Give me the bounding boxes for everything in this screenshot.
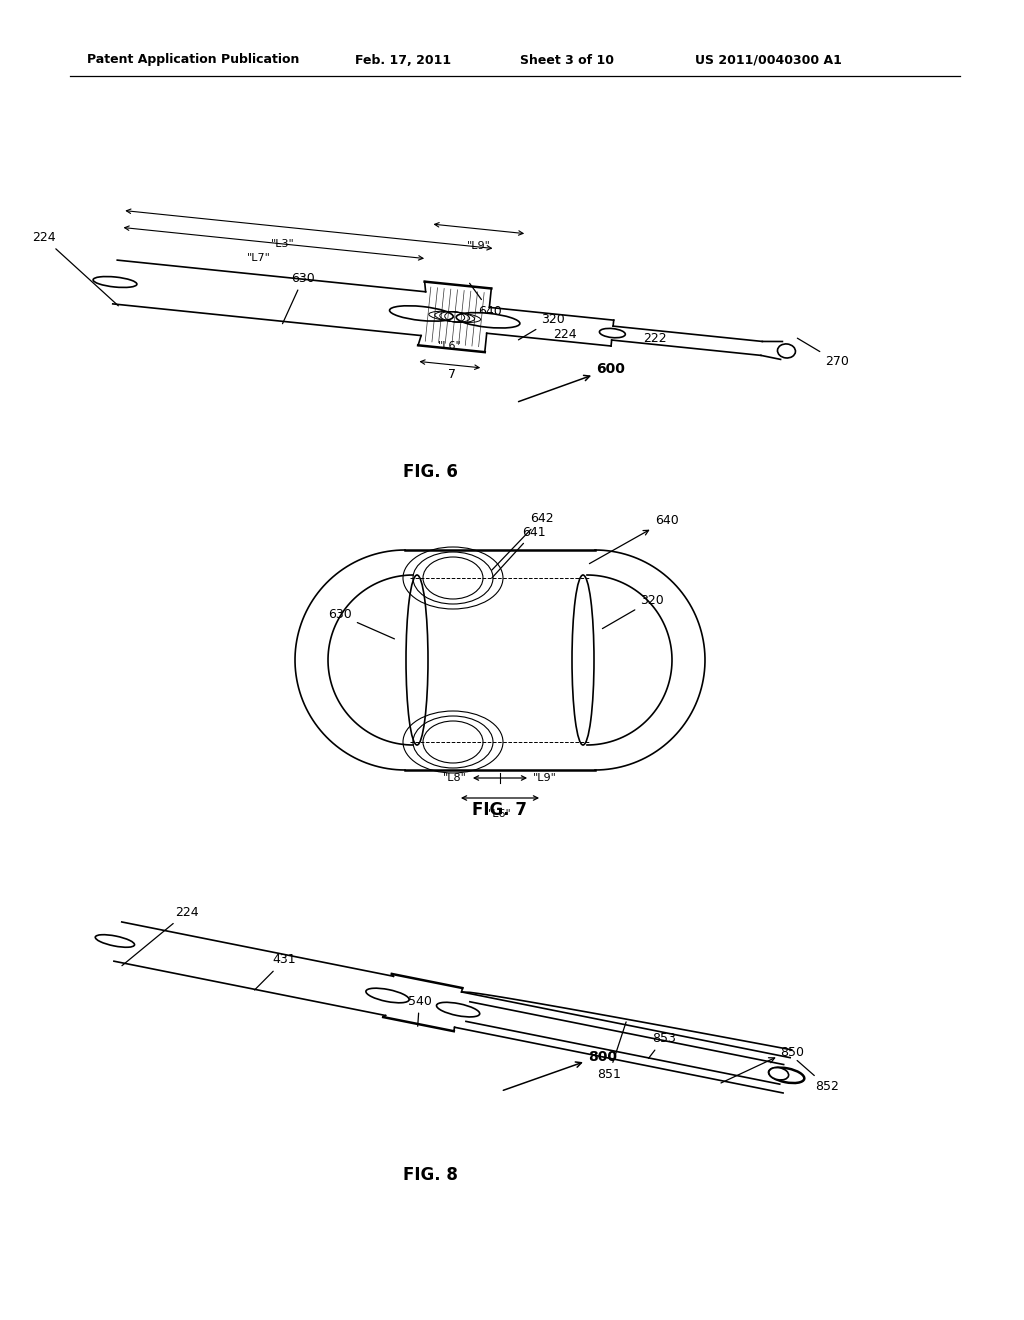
Text: FIG. 6: FIG. 6 (402, 463, 458, 480)
Text: "L8": "L8" (443, 774, 467, 783)
Text: 540: 540 (408, 994, 431, 1026)
Text: "L9": "L9" (467, 240, 490, 251)
Ellipse shape (95, 935, 134, 948)
Ellipse shape (93, 277, 137, 288)
Ellipse shape (406, 576, 428, 744)
Text: US 2011/0040300 A1: US 2011/0040300 A1 (695, 54, 842, 66)
Text: 640: 640 (590, 513, 679, 564)
Text: 852: 852 (797, 1060, 839, 1093)
Text: 7: 7 (449, 368, 456, 380)
Text: Patent Application Publication: Patent Application Publication (87, 54, 299, 66)
Ellipse shape (436, 1002, 479, 1016)
Text: 851: 851 (597, 1022, 626, 1081)
Text: "L6": "L6" (438, 341, 462, 351)
Ellipse shape (366, 989, 410, 1003)
Text: 431: 431 (255, 953, 296, 990)
Ellipse shape (769, 1068, 788, 1080)
Text: 641: 641 (492, 525, 546, 578)
Ellipse shape (457, 313, 520, 327)
Text: "L3": "L3" (271, 239, 295, 249)
Text: 320: 320 (602, 594, 664, 628)
Text: 320: 320 (518, 313, 565, 339)
Ellipse shape (572, 576, 594, 744)
Text: 850: 850 (780, 1045, 805, 1059)
Text: 853: 853 (648, 1032, 676, 1059)
Text: FIG. 8: FIG. 8 (402, 1166, 458, 1184)
Text: 224: 224 (122, 906, 199, 966)
Text: 224: 224 (553, 329, 577, 342)
Text: 270: 270 (798, 338, 849, 368)
Ellipse shape (769, 1068, 804, 1082)
Ellipse shape (389, 306, 454, 321)
Text: 800: 800 (588, 1051, 616, 1064)
Text: "L7": "L7" (247, 253, 270, 264)
Text: 600: 600 (596, 362, 625, 376)
Text: Feb. 17, 2011: Feb. 17, 2011 (355, 54, 452, 66)
Text: 630: 630 (283, 272, 315, 323)
Text: "L6": "L6" (488, 809, 512, 818)
Text: 224: 224 (32, 231, 119, 306)
Text: Sheet 3 of 10: Sheet 3 of 10 (520, 54, 614, 66)
Text: 222: 222 (643, 331, 667, 345)
Ellipse shape (599, 329, 626, 338)
Ellipse shape (777, 345, 796, 358)
Text: "L9": "L9" (534, 774, 557, 783)
Text: 642: 642 (492, 511, 554, 570)
Text: 630: 630 (329, 609, 394, 639)
Text: FIG. 7: FIG. 7 (472, 801, 527, 818)
Text: 640: 640 (470, 284, 502, 318)
